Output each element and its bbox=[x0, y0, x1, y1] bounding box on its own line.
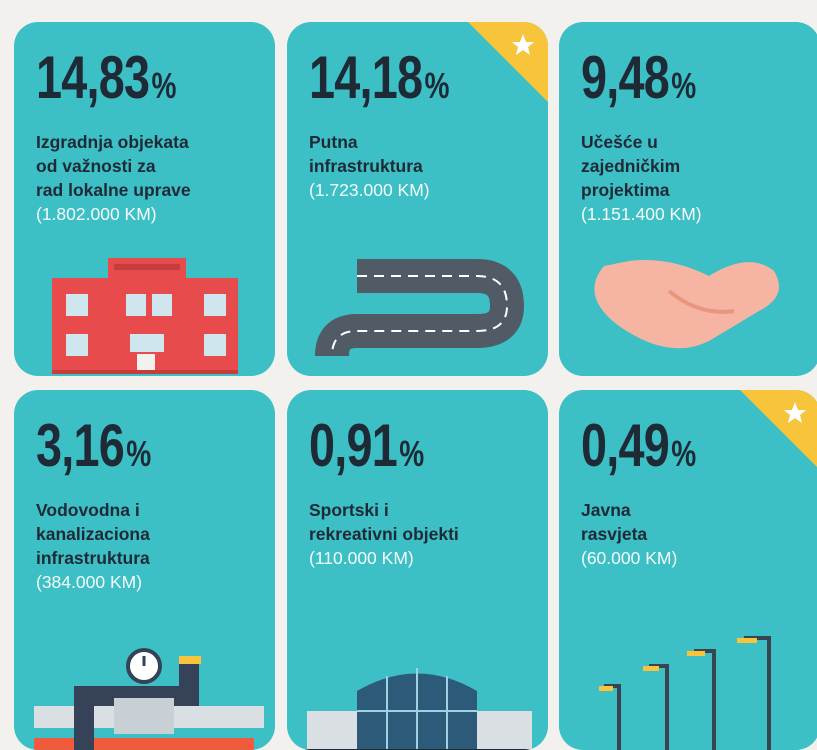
title-line: Sportski i bbox=[309, 500, 389, 520]
title-line: projektima bbox=[581, 180, 670, 200]
description: Javna rasvjeta (60.000 KM) bbox=[581, 498, 816, 570]
percentage: 3,16% bbox=[36, 416, 151, 476]
star-badge bbox=[468, 22, 548, 102]
title-line: kanalizaciona bbox=[36, 524, 150, 544]
title-line: infrastruktura bbox=[36, 548, 150, 568]
icon-lamps bbox=[599, 636, 771, 750]
percentage: 14,18% bbox=[309, 48, 450, 108]
amount: (384.000 KM) bbox=[36, 572, 143, 592]
icon-road bbox=[315, 259, 525, 358]
card: 9,48% Učešće u zajedničkim projektima (1.151… bbox=[559, 22, 817, 376]
percentage-unit: % bbox=[671, 433, 696, 474]
amount: (1.723.000 KM) bbox=[309, 180, 430, 200]
title-line: rad lokalne uprave bbox=[36, 180, 191, 200]
title-line: Vodovodna i bbox=[36, 500, 140, 520]
title-line: Učešće u bbox=[581, 132, 658, 152]
percentage-value: 3,16 bbox=[36, 412, 125, 479]
amount: (110.000 KM) bbox=[309, 548, 414, 568]
percentage-unit: % bbox=[151, 65, 177, 106]
icon-handshake bbox=[594, 260, 779, 349]
amount: (1.151.400 KM) bbox=[581, 204, 702, 224]
description: Sportski i rekreativni objekti (110.000 KM… bbox=[309, 498, 544, 570]
percentage-value: 14,83 bbox=[36, 44, 150, 111]
percentage: 14,83% bbox=[36, 48, 177, 108]
card: 0,49% Javna rasvjeta (60.000 KM) bbox=[559, 390, 817, 750]
description: Učešće u zajedničkim projektima (1.151.400 … bbox=[581, 130, 816, 226]
percentage-value: 0,49 bbox=[581, 412, 670, 479]
percentage-value: 14,18 bbox=[309, 44, 423, 111]
percentage: 9,48% bbox=[581, 48, 696, 108]
description: Izgradnja objekata od važnosti za rad loka… bbox=[36, 130, 271, 226]
percentage-unit: % bbox=[424, 65, 450, 106]
percentage: 0,91% bbox=[309, 416, 424, 476]
percentage: 0,49% bbox=[581, 416, 696, 476]
title-line: Putna bbox=[309, 132, 358, 152]
percentage-unit: % bbox=[126, 433, 151, 474]
description: Vodovodna i kanalizaciona infrastruktura (3… bbox=[36, 498, 271, 594]
title-line: infrastruktura bbox=[309, 156, 423, 176]
percentage-value: 0,91 bbox=[309, 412, 398, 479]
card: 0,91% Sportski i rekreativni objekti (110.0… bbox=[287, 390, 548, 750]
card: 3,16% Vodovodna i kanalizaciona infrastrukt… bbox=[14, 390, 275, 750]
title-line: rekreativni objekti bbox=[309, 524, 459, 544]
page: 14,83% Izgradnja objekata od važnosti za ra… bbox=[14, 22, 817, 750]
card: 14,18% Putna infrastruktura (1.723.000 KM) bbox=[287, 22, 548, 376]
title-line: Javna bbox=[581, 500, 631, 520]
amount: (1.802.000 KM) bbox=[36, 204, 157, 224]
title-line: rasvjeta bbox=[581, 524, 648, 544]
icon-building bbox=[52, 258, 238, 374]
title-line: zajedničkim bbox=[581, 156, 681, 176]
percentage-unit: % bbox=[671, 65, 696, 106]
title-line: od važnosti za bbox=[36, 156, 156, 176]
amount: (60.000 KM) bbox=[581, 548, 678, 568]
percentage-unit: % bbox=[399, 433, 424, 474]
card: 14,83% Izgradnja objekata od važnosti za ra… bbox=[14, 22, 275, 376]
description: Putna infrastruktura (1.723.000 KM) bbox=[309, 130, 544, 202]
percentage-value: 9,48 bbox=[581, 44, 670, 111]
title-line: Izgradnja objekata bbox=[36, 132, 189, 152]
star-badge bbox=[740, 390, 817, 467]
